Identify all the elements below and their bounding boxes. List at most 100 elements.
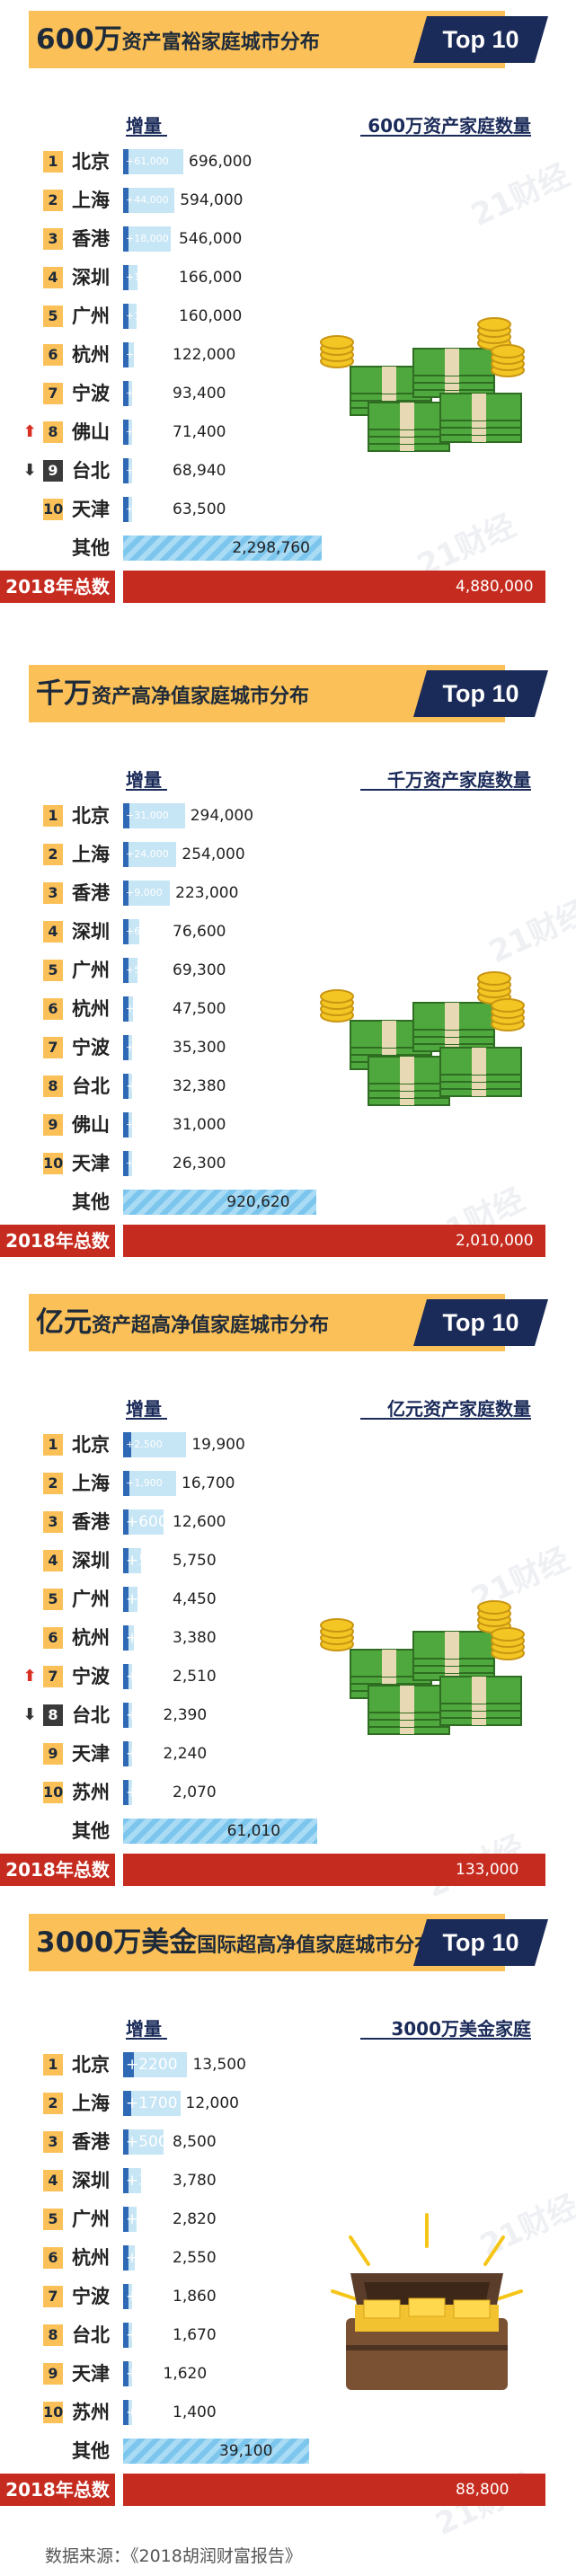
table-row: 2 上海 +44,000 594,000 xyxy=(0,182,576,218)
increase-label: +1700 xyxy=(126,2094,178,2112)
rank-down-arrow-icon: ⬇ xyxy=(22,461,37,480)
chart-title-main: 千万 xyxy=(36,677,92,710)
value-label: 8,500 xyxy=(173,2133,217,2151)
other-label: 其他 xyxy=(72,1820,110,1842)
value-header: 600万资产家庭数量 xyxy=(368,115,531,137)
rank-up-arrow-icon: ⬆ xyxy=(22,422,37,441)
value-label: 31,000 xyxy=(173,1116,226,1134)
city-label: 香港 xyxy=(72,228,110,250)
value-label: 2,550 xyxy=(173,2249,217,2267)
other-bar xyxy=(123,1190,317,1215)
table-row: 1 北京 +61,000 696,000 xyxy=(0,144,576,180)
chart-title-sub: 国际超高净值家庭城市分布 xyxy=(197,1934,435,1957)
rank-badge: 2 xyxy=(43,2093,63,2114)
increase-bar xyxy=(123,2207,128,2232)
rank-badge: 1 xyxy=(43,2054,63,2076)
value-header: 3000万美金家庭 xyxy=(391,2018,531,2040)
table-row: 10 天津 +2,000 63,500 xyxy=(0,491,576,527)
increase-bar xyxy=(123,265,128,290)
increase-bar xyxy=(123,2323,128,2348)
total-bar xyxy=(123,571,545,603)
increase-label: +9,900 xyxy=(126,387,163,399)
increase-label: +3,900 xyxy=(126,1003,163,1014)
increase-label: +1,540 xyxy=(126,465,163,476)
chart-title-sub: 资产超高净值家庭城市分布 xyxy=(92,1315,330,1337)
table-row: 9 天津 +90 2,240 xyxy=(0,1736,576,1772)
increase-bar xyxy=(123,2284,128,2309)
increase-label: +10,000 xyxy=(126,310,169,322)
city-label: 杭州 xyxy=(72,998,110,1020)
city-label: 北京 xyxy=(72,151,110,173)
city-label: 宁波 xyxy=(72,383,110,404)
increase-bar xyxy=(123,1664,128,1689)
rank-badge: 3 xyxy=(43,228,63,250)
increase-header-line xyxy=(126,135,167,137)
other-value-label: 920,620 xyxy=(226,1193,290,1211)
increase-bar xyxy=(123,342,128,367)
increase-bar xyxy=(123,1741,128,1766)
rank-badge: 2 xyxy=(43,190,63,211)
value-bar xyxy=(123,803,185,828)
top-tab-badge xyxy=(413,1299,548,1346)
rank-badge: 5 xyxy=(43,1589,63,1610)
increase-label: +1,900 xyxy=(126,1477,163,1489)
top-tab-badge xyxy=(413,1919,548,1966)
increase-label: +110 xyxy=(126,2403,168,2421)
rank-badge: 5 xyxy=(43,960,63,981)
increase-bar xyxy=(123,1780,128,1805)
value-bar xyxy=(123,149,184,174)
increase-label: +320 xyxy=(126,1668,168,1686)
chart-section: 亿元资产超高净值家庭城市分布 Top 10 增量 亿元资产家庭数量 1 北京 +2,500 1… xyxy=(0,1294,576,1905)
rank-badge: 4 xyxy=(43,1550,63,1571)
increase-bar xyxy=(123,958,128,983)
value-bar xyxy=(123,881,171,906)
increase-bar xyxy=(123,304,128,329)
city-label: 台北 xyxy=(72,460,110,482)
rank-down-arrow-icon: ⬇ xyxy=(22,1705,37,1724)
value-label: 12,000 xyxy=(185,2094,239,2112)
increase-label: +430 xyxy=(126,1590,168,1608)
increase-bar xyxy=(123,381,128,406)
top-tab-label: Top 10 xyxy=(442,1309,519,1336)
table-row: 3 香港 +500 8,500 xyxy=(0,2124,576,2160)
total-bar xyxy=(123,1854,545,1886)
source-note: 数据来源：《2018胡润财富报告》 xyxy=(45,2546,302,2566)
increase-header-line xyxy=(126,1418,167,1420)
top-tab-label: Top 10 xyxy=(442,680,519,707)
city-label: 宁波 xyxy=(72,1037,110,1058)
increase-label: +600 xyxy=(126,1513,168,1531)
rank-badge: 4 xyxy=(43,2170,63,2191)
increase-label: +290 xyxy=(126,1629,168,1647)
table-row: 6 杭州 +230 2,550 xyxy=(0,2240,576,2276)
value-label: 166,000 xyxy=(179,269,243,287)
rank-badge: 5 xyxy=(43,2209,63,2230)
chart-section: 600万资产富裕家庭城市分布 Top 10 增量 600万资产家庭数量 1 北京 +61,0… xyxy=(0,11,576,622)
increase-header-line xyxy=(126,2038,167,2040)
increase-header: 增量 xyxy=(126,1398,162,1420)
increase-label: +500 xyxy=(126,2133,168,2151)
chart-section: 千万资产高净值家庭城市分布 Top 10 增量 千万资产家庭数量 1 北京 +31,000 2… xyxy=(0,665,576,1276)
table-row: 7 宁波 +230 1,860 xyxy=(0,2279,576,2315)
value-label: 1,860 xyxy=(173,2288,217,2306)
rank-badge: 7 xyxy=(43,383,63,404)
table-row: ⬆ 8 佛山 +4,300 71,400 xyxy=(0,414,576,450)
rank-badge: 5 xyxy=(43,305,63,327)
other-row: 其他 920,620 xyxy=(0,1184,576,1220)
increase-label: +230 xyxy=(126,2288,168,2306)
city-label: 杭州 xyxy=(72,344,110,366)
other-row: 其他 61,010 xyxy=(0,1813,576,1849)
table-row: 2 上海 +1,900 16,700 xyxy=(0,1465,576,1501)
total-value-label: 133,000 xyxy=(456,1861,519,1879)
chart-title-main: 3000万美金 xyxy=(36,1926,198,1959)
rank-badge: 4 xyxy=(43,267,63,288)
value-header-line xyxy=(360,2038,531,2040)
total-row: 2018年总数 2,010,000 xyxy=(0,1225,576,1261)
table-row: 8 台北 +800 32,380 xyxy=(0,1068,576,1104)
increase-bar xyxy=(123,458,128,483)
rank-badge: 10 xyxy=(43,499,63,520)
value-label: 47,500 xyxy=(173,1000,226,1018)
rank-badge: 9 xyxy=(43,460,63,482)
top-tab-badge xyxy=(413,16,548,63)
table-row: 6 杭州 +3,900 47,500 xyxy=(0,991,576,1027)
value-label: 696,000 xyxy=(189,153,253,171)
